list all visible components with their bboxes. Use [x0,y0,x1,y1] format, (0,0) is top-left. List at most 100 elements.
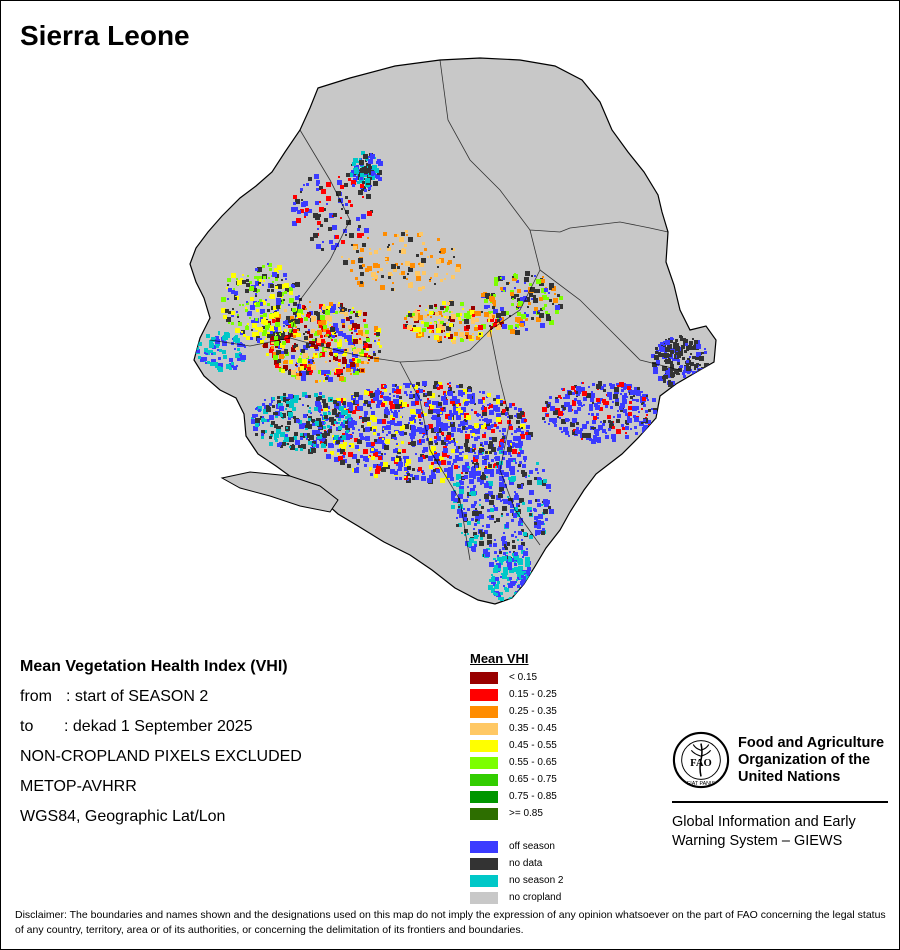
vhi-pixel [456,524,459,527]
vhi-pixel [351,345,354,348]
vhi-pixel [645,410,648,413]
vhi-pixel [537,503,541,507]
vhi-pixel [368,156,370,158]
vhi-pixel [581,438,583,440]
vhi-pixel [277,326,281,330]
vhi-pixel [512,449,517,454]
vhi-pixel [283,365,288,370]
vhi-pixel [379,391,382,394]
vhi-pixel [493,584,495,586]
vhi-pixel [528,584,533,589]
vhi-pixel [415,417,417,419]
vhi-pixel [487,404,489,406]
vhi-pixel [311,329,315,333]
vhi-pixel [463,508,465,510]
vhi-pixel [265,338,267,340]
vhi-pixel [591,391,593,393]
legend-class-row: 0.35 - 0.45 [470,721,630,738]
vhi-pixel [259,279,262,282]
vhi-pixel [371,272,376,277]
vhi-pixel [546,316,551,321]
vhi-pixel [516,420,520,424]
vhi-pixel [468,335,472,339]
vhi-pixel [462,477,464,479]
vhi-pixel [482,411,487,416]
vhi-pixel [648,409,651,412]
vhi-pixel [596,398,600,402]
vhi-pixel [283,299,285,301]
vhi-pixel [289,291,293,295]
vhi-pixel [242,274,244,276]
vhi-pixel [378,350,381,353]
vhi-pixel [549,490,551,492]
vhi-pixel [440,412,442,414]
vhi-pixel [354,329,357,332]
vhi-pixel [625,426,629,430]
vhi-pixel [345,210,349,214]
vhi-pixel [426,439,428,441]
vhi-pixel [515,536,517,538]
vhi-pixel [465,447,470,452]
vhi-pixel [393,412,398,417]
vhi-pixel [696,380,699,383]
vhi-pixel [301,371,306,376]
vhi-pixel [430,316,432,318]
vhi-pixel [433,385,437,389]
vhi-pixel [489,469,494,474]
vhi-pixel [395,404,400,409]
vhi-pixel [364,390,369,395]
vhi-pixel [548,292,550,294]
vhi-pixel [439,456,444,461]
vhi-pixel [277,265,282,270]
vhi-pixel [395,458,399,462]
vhi-pixel [252,332,257,337]
vhi-pixel [461,532,463,534]
vhi-pixel [276,429,281,434]
vhi-pixel [665,347,670,352]
vhi-pixel [304,325,307,328]
vhi-pixel [369,165,371,167]
vhi-pixel [228,311,231,314]
vhi-pixel [398,467,402,471]
vhi-pixel [675,352,678,355]
vhi-pixel [656,360,660,364]
vhi-pixel [647,420,651,424]
vhi-pixel [533,583,537,587]
vhi-pixel [464,319,469,324]
vhi-pixel [521,529,524,532]
vhi-pixel [461,457,463,459]
vhi-pixel [489,451,492,454]
vhi-pixel [663,380,666,383]
vhi-pixel [458,390,463,395]
vhi-pixel [385,398,388,401]
vhi-pixel [260,302,263,305]
vhi-pixel [416,327,421,332]
vhi-pixel [358,311,360,313]
vhi-pixel [488,462,490,464]
vhi-pixel [449,413,453,417]
vhi-pixel [205,362,207,364]
vhi-pixel [516,579,518,581]
vhi-pixel [364,400,368,404]
vhi-pixel [509,551,511,553]
vhi-pixel [312,430,317,435]
vhi-pixel [342,401,346,405]
vhi-pixel [694,364,698,368]
vhi-pixel [350,311,353,314]
vhi-pixel [308,439,310,441]
vhi-pixel [501,515,503,517]
vhi-pixel [701,377,704,380]
vhi-pixel [500,307,504,311]
vhi-pixel [336,369,341,374]
vhi-pixel [629,401,632,404]
vhi-pixel [534,477,537,480]
vhi-pixel [269,403,272,406]
vhi-pixel [674,343,679,348]
vhi-pixel [504,545,507,548]
vhi-pixel [525,562,530,567]
vhi-pixel [674,370,677,373]
vhi-pixel [665,340,670,345]
vhi-pixel [464,443,468,447]
vhi-pixel [465,332,469,336]
legend-class-label: < 0.15 [509,672,538,683]
